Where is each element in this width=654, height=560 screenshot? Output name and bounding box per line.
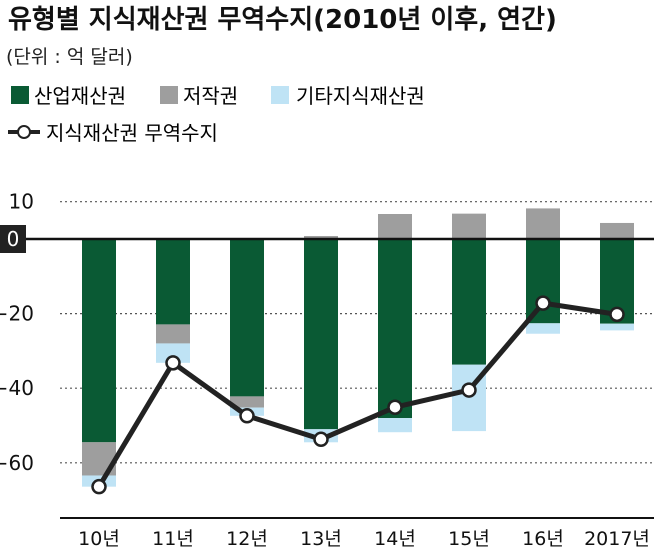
x-tick-label: 16년	[522, 528, 564, 550]
bar-segment-0	[452, 239, 486, 365]
bar-segment-0	[304, 239, 338, 430]
bar-segment-1	[600, 222, 634, 239]
x-tick-label: 11년	[152, 528, 194, 550]
y-tick-label: 0	[7, 227, 20, 251]
y-axis-ticks: 10 0 −20 −40 −60	[0, 190, 34, 475]
chart-subtitle: (단위 : 억 달러)	[6, 46, 133, 68]
x-tick-label: 14년	[374, 528, 416, 550]
trade-balance-line	[96, 300, 618, 488]
trade-balance-series	[91, 295, 625, 495]
legend: 산업재산권 저작권 기타지식재산권 지식재산권 무역수지	[8, 84, 425, 145]
line-point	[239, 408, 255, 424]
bar-segment-1	[526, 208, 560, 239]
bar-segment-2	[156, 343, 190, 363]
legend-swatch-industrial	[11, 86, 29, 104]
bar-segment-1	[230, 396, 264, 408]
legend-swatch-copyright	[160, 86, 178, 104]
x-axis-ticks: 10년 11년 12년 13년 14년 15년 16년 2017년	[60, 517, 654, 550]
x-tick-label: 12년	[226, 528, 268, 550]
line-point	[535, 295, 551, 311]
legend-label-line: 지식재산권 무역수지	[46, 121, 218, 145]
line-point	[313, 431, 329, 448]
bar-segment-1	[304, 236, 338, 239]
line-point	[461, 382, 477, 398]
y-tick-label: −20	[0, 302, 34, 326]
y-tick-label: −40	[0, 376, 34, 400]
bars	[82, 208, 634, 487]
legend-label-industrial: 산업재산권	[34, 84, 126, 108]
x-tick-label: 13년	[300, 528, 342, 550]
line-point	[609, 306, 625, 323]
bar-segment-2	[526, 323, 560, 334]
x-tick-label: 2017년	[584, 528, 650, 550]
line-point	[91, 478, 107, 495]
bar-segment-2	[600, 323, 634, 331]
bar-segment-2	[378, 418, 412, 433]
y-tick-label: 10	[9, 190, 34, 214]
legend-swatch-other	[271, 86, 289, 104]
bar-segment-1	[378, 214, 412, 239]
x-tick-label: 15년	[448, 528, 490, 550]
line-point	[387, 399, 403, 415]
legend-label-copyright: 저작권	[183, 84, 238, 108]
bar-segment-1	[156, 324, 190, 344]
bar-segment-0	[230, 239, 264, 397]
bar-segment-0	[378, 239, 412, 419]
chart-title: 유형별 지식재산권 무역수지(2010년 이후, 연간)	[8, 5, 557, 35]
bar-segment-0	[156, 239, 190, 325]
bar-segment-1	[452, 213, 486, 239]
line-point	[165, 355, 181, 371]
x-tick-label: 10년	[78, 528, 120, 550]
legend-line-marker	[17, 125, 31, 139]
zero-tick-box	[0, 225, 26, 253]
bar-segment-0	[82, 239, 116, 443]
legend-label-other: 기타지식재산권	[296, 84, 425, 108]
y-tick-label: −60	[0, 451, 34, 475]
